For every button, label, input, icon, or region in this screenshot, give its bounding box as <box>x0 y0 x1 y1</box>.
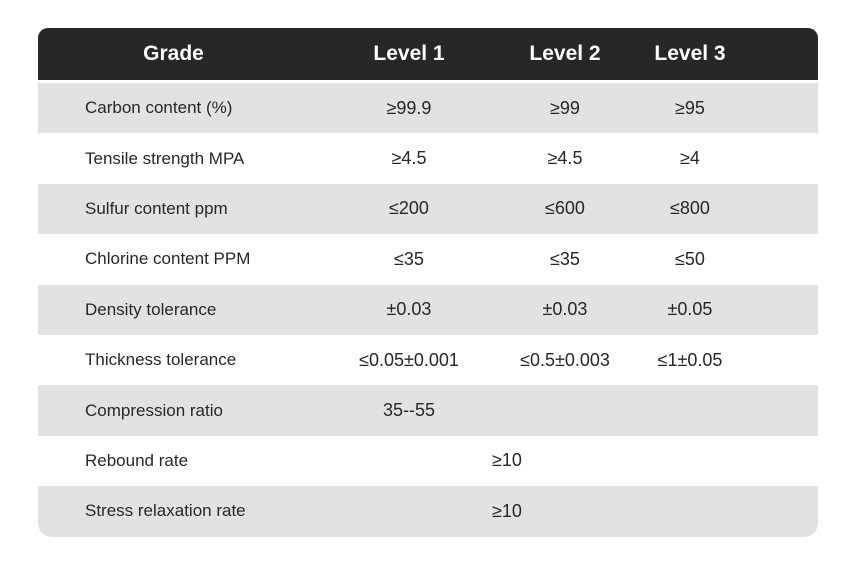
table-header-row: Grade Level 1 Level 2 Level 3 <box>38 28 818 80</box>
table-row-thickness-tolerance: Thickness tolerance ≤0.05±0.001 ≤0.5±0.0… <box>38 334 818 386</box>
cell-level3: ≤800 <box>670 198 710 219</box>
table-row-compression-ratio: Compression ratio 35--55 <box>38 385 818 436</box>
table-row-sulfur-content: Sulfur content ppm ≤200 ≤600 ≤800 <box>38 183 818 235</box>
cell-level3: ≤1±0.05 <box>657 349 723 370</box>
row-label: Tensile strength MPA <box>85 148 245 168</box>
cell-level3: ±0.05 <box>667 299 713 320</box>
cell-level2: ≥4.5 <box>547 148 583 169</box>
header-cell-grade: Grade <box>143 42 204 65</box>
table-row-chlorine-content: Chlorine content PPM ≤35 ≤35 ≤50 <box>38 234 818 285</box>
cell-level1: ≤200 <box>389 198 429 219</box>
spec-table: Grade Level 1 Level 2 Level 3 Carbon con… <box>38 28 818 537</box>
cell-level2: ≤0.5±0.003 <box>520 349 610 370</box>
row-label: Chlorine content PPM <box>85 249 251 269</box>
header-cell-level-3: Level 3 <box>654 42 726 65</box>
row-label: Sulfur content ppm <box>85 198 228 218</box>
cell-level2: ≥99 <box>550 97 580 118</box>
cell-merged-value: ≥10 <box>492 500 522 521</box>
cell-level3: ≥4 <box>680 148 700 169</box>
cell-level2: ±0.03 <box>542 299 588 320</box>
table-row-rebound-rate: Rebound rate ≥10 <box>38 435 818 487</box>
table-row-stress-relaxation-rate: Stress relaxation rate ≥10 <box>38 486 818 537</box>
header-cell-level-2: Level 2 <box>529 42 601 65</box>
cell-level1: ≤0.05±0.001 <box>359 349 459 370</box>
table-row-carbon-content: Carbon content (%) ≥99.9 ≥99 ≥95 <box>38 83 818 134</box>
row-label: Density tolerance <box>85 299 217 319</box>
row-label: Stress relaxation rate <box>85 501 246 521</box>
cell-level3: ≤50 <box>675 248 705 269</box>
cell-level2: ≤35 <box>550 248 580 269</box>
cell-merged-value: ≥10 <box>492 450 522 471</box>
row-label: Compression ratio <box>85 400 223 420</box>
row-label: Carbon content (%) <box>85 98 233 118</box>
cell-level3: ≥95 <box>675 97 705 118</box>
row-label: Thickness tolerance <box>85 350 237 370</box>
cell-level1: ≥4.5 <box>391 148 427 169</box>
cell-level1: ±0.03 <box>386 299 432 320</box>
cell-level2: ≤600 <box>545 198 585 219</box>
cell-level1: 35--55 <box>382 400 436 421</box>
table-row-tensile-strength: Tensile strength MPA ≥4.5 ≥4.5 ≥4 <box>38 133 818 184</box>
table-row-density-tolerance: Density tolerance ±0.03 ±0.03 ±0.05 <box>38 284 818 335</box>
cell-level1: ≥99.9 <box>386 97 432 118</box>
row-label: Rebound rate <box>85 450 189 470</box>
header-cell-level-1: Level 1 <box>373 42 445 65</box>
cell-level1: ≤35 <box>394 248 424 269</box>
